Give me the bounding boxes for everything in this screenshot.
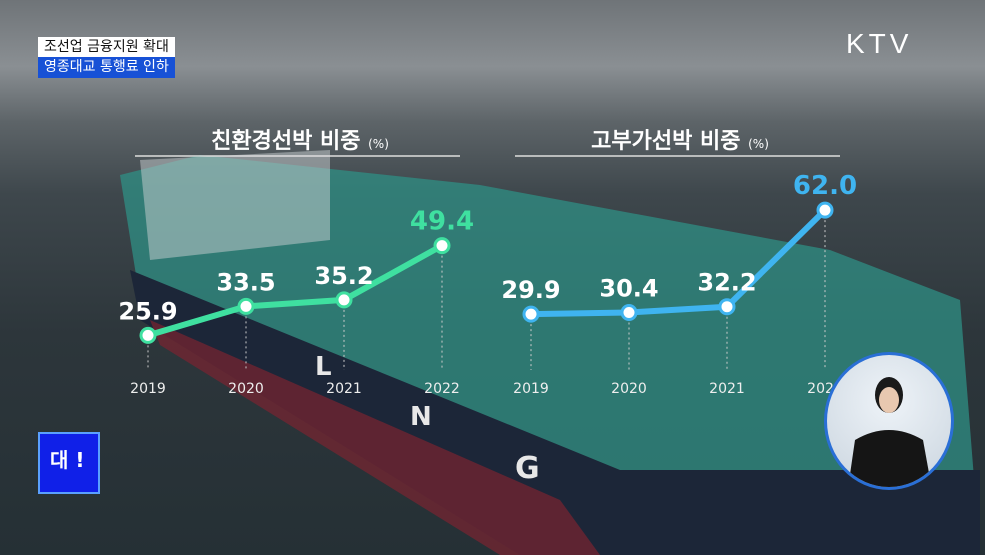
data-point: [816, 201, 834, 219]
sign-language-interpreter: [824, 352, 954, 490]
chart-unit: (%): [368, 137, 389, 151]
x-tick-label: 2022: [424, 381, 460, 397]
chart-unit: (%): [748, 137, 769, 151]
data-label: 25.9: [118, 297, 177, 325]
data-point: [139, 326, 157, 344]
data-label: 32.2: [697, 269, 756, 297]
data-label: 30.4: [599, 275, 658, 303]
channel-badge: 대 !: [38, 432, 100, 494]
data-label: 49.4: [410, 207, 474, 237]
svg-text:G: G: [515, 451, 540, 486]
chart-title: 친환경선박 비중 (%): [211, 129, 389, 154]
data-point: [620, 304, 638, 322]
data-label: 62.0: [793, 171, 857, 201]
news-caption-subheadline: 영종대교 통행료 인하: [38, 57, 175, 78]
x-tick-label: 2019: [130, 381, 166, 397]
chart-title: 고부가선박 비중 (%): [591, 129, 769, 154]
series-line: [147, 242, 444, 339]
x-tick-label: 2021: [709, 381, 745, 397]
data-label: 29.9: [501, 276, 560, 304]
x-tick-label: 2020: [611, 381, 647, 397]
svg-text:N: N: [410, 402, 432, 432]
data-point: [237, 297, 255, 315]
series-line: [530, 208, 828, 318]
data-label: 33.5: [216, 268, 275, 296]
ktv-logo: KTV: [846, 28, 913, 59]
data-point: [522, 305, 540, 323]
data-point: [718, 298, 736, 316]
svg-text:L: L: [315, 352, 332, 382]
x-tick-label: 2019: [513, 381, 549, 397]
data-label: 35.2: [314, 262, 373, 290]
data-point: [433, 237, 451, 255]
data-point: [335, 291, 353, 309]
x-tick-label: 2020: [228, 381, 264, 397]
x-tick-label: 2021: [326, 381, 362, 397]
news-caption-headline: 조선업 금융지원 확대: [38, 37, 175, 58]
